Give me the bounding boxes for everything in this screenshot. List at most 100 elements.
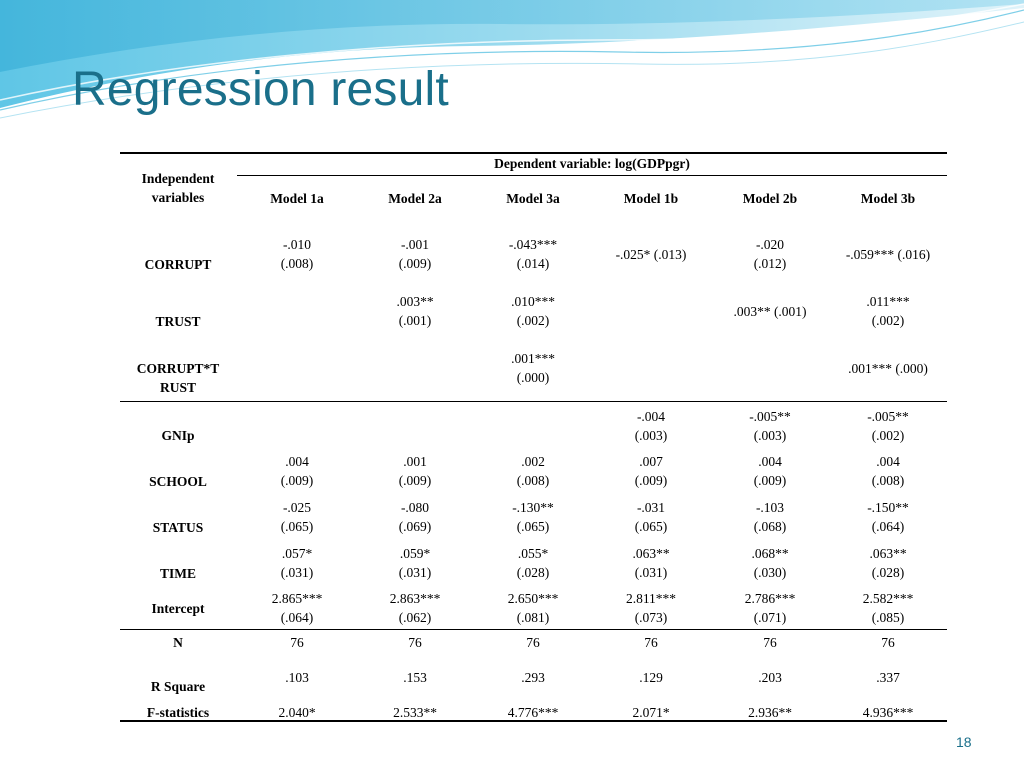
coefficient-cell: -.031 [636,500,666,515]
standard-error-cell: (.028) [871,565,905,580]
coefficient-cell: 2.786*** [744,591,796,606]
standard-error-cell: (.009) [398,256,432,271]
stat-cell: 76 [408,635,422,650]
coefficient-cell: .003** [396,294,434,309]
standard-error-cell: (.031) [280,565,314,580]
model-header: Model 2b [742,191,798,206]
row-label: SCHOOL [149,474,207,489]
standard-error-cell: (.008) [871,473,905,488]
slide-title: Regression result [72,63,449,116]
section-rule [120,401,947,402]
regression-table: Independent variables Dependent variable… [120,152,947,722]
standard-error-cell: (.030) [753,565,787,580]
standard-error-cell: (.008) [280,256,314,271]
coefficient-cell: .063** [869,546,907,561]
model-header: Model 1a [270,191,324,206]
standard-error-cell: (.003) [634,428,668,443]
coefficient-cell: -.005** [749,409,791,424]
standard-error-cell: (.064) [871,519,905,534]
header-sub-rule [237,175,947,176]
stat-cell: .103 [285,670,309,685]
coefficient-cell: 2.650*** [507,591,559,606]
coefficient-cell: 2.811*** [625,591,677,606]
coefficient-cell: .003** (.001) [733,304,807,319]
stat-cell: .129 [639,670,663,685]
stat-cell: .153 [403,670,427,685]
stat-label: F-statistics [146,705,210,720]
stat-cell: 2.071* [632,705,670,720]
coefficient-cell: .010*** [511,294,555,309]
header-wave-decoration [0,0,1024,119]
standard-error-cell: (.001) [398,313,432,328]
stat-cell: 2.040* [278,705,316,720]
standard-error-cell: (.081) [516,610,550,625]
stat-cell: 76 [763,635,777,650]
stat-cell: 76 [526,635,540,650]
coefficient-cell: .059* [399,546,431,561]
standard-error-cell: (.008) [516,473,550,488]
coefficient-cell: .001 [403,454,427,469]
standard-error-cell: (.065) [516,519,550,534]
coefficient-cell: .055* [517,546,549,561]
model-header: Model 2a [388,191,442,206]
coefficient-cell: .004 [758,454,782,469]
coefficient-cell: -.025 [282,500,312,515]
stat-label: N [173,635,183,650]
standard-error-cell: (.065) [634,519,668,534]
standard-error-cell: (.085) [871,610,905,625]
coefficient-cell: .063** [632,546,670,561]
row-label: CORRUPT [144,257,212,272]
header-row-label-1: Independent [141,171,215,186]
model-header: Model 3b [860,191,916,206]
coefficient-cell: -.080 [400,500,430,515]
standard-error-cell: (.012) [753,256,787,271]
coefficient-cell: .011*** [866,294,910,309]
row-label: RUST [159,380,197,395]
standard-error-cell: (.009) [398,473,432,488]
header-row-label-2: variables [151,190,205,205]
row-label: GNIp [161,428,195,443]
stat-cell: 76 [290,635,304,650]
row-label: STATUS [152,520,204,535]
coefficient-cell: -.005** [867,409,909,424]
stat-cell: 76 [881,635,895,650]
coefficient-cell: 2.865*** [271,591,323,606]
stat-cell: 2.936** [748,705,792,720]
coefficient-cell: .057* [281,546,313,561]
coefficient-cell: .004 [876,454,900,469]
standard-error-cell: (.071) [753,610,787,625]
coefficient-cell: -.001 [400,237,430,252]
coefficient-cell: -.004 [636,409,666,424]
coefficient-cell: .068** [751,546,789,561]
standard-error-cell: (.003) [753,428,787,443]
coefficient-cell: -.130** [512,500,554,515]
row-label: TIME [159,566,197,581]
standard-error-cell: (.009) [634,473,668,488]
standard-error-cell: (.028) [516,565,550,580]
stat-cell: 76 [644,635,658,650]
standard-error-cell: (.002) [871,313,905,328]
standard-error-cell: (.031) [634,565,668,580]
stat-cell: 2.533** [393,705,437,720]
row-label: TRUST [155,314,201,329]
model-header: Model 3a [506,191,560,206]
coefficient-cell: .007 [639,454,663,469]
stat-cell: .293 [521,670,545,685]
coefficient-cell: -.043*** [508,237,558,252]
stats-rule [120,629,947,630]
standard-error-cell: (.073) [634,610,668,625]
standard-error-cell: (.068) [753,519,787,534]
standard-error-cell: (.014) [516,256,550,271]
coefficient-cell: .001*** [511,351,555,366]
standard-error-cell: (.031) [398,565,432,580]
stat-cell: 4.936*** [862,705,914,720]
standard-error-cell: (.064) [280,610,314,625]
coefficient-cell: -.150** [867,500,909,515]
coefficient-cell: -.059*** (.016) [845,247,931,262]
standard-error-cell: (.000) [516,370,550,385]
table-top-rule [120,152,947,154]
page-number: 18 [956,734,972,750]
standard-error-cell: (.009) [280,473,314,488]
coefficient-cell: 2.582*** [862,591,914,606]
coefficient-cell: -.025* (.013) [615,247,687,262]
